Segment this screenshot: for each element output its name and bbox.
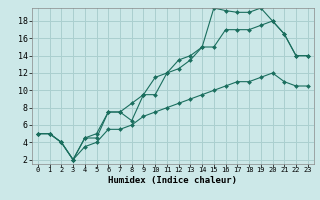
X-axis label: Humidex (Indice chaleur): Humidex (Indice chaleur)	[108, 176, 237, 185]
